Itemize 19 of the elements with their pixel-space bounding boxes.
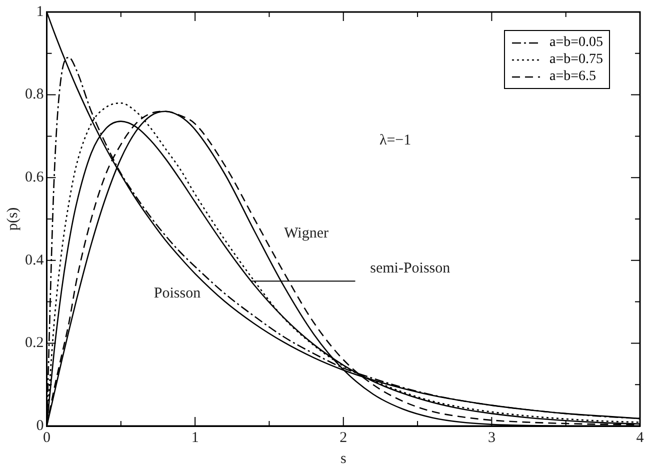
y-tick-label: 0.2 — [25, 335, 44, 352]
annotation: Wigner — [284, 225, 328, 242]
x-tick-label: 1 — [191, 430, 199, 446]
legend-label: a=b=0.75 — [549, 51, 603, 68]
annotation: Poisson — [154, 285, 202, 302]
x-tick-label: 3 — [488, 430, 496, 446]
legend-label: a=b=0.05 — [549, 34, 603, 51]
y-tick-label: 1 — [36, 4, 44, 20]
annotation: λ=−1 — [379, 132, 412, 148]
annotation: semi-Poisson — [370, 260, 451, 277]
y-tick-label: 0.8 — [25, 86, 44, 103]
x-tick-label: 4 — [636, 430, 644, 446]
x-tick-label: 2 — [340, 430, 348, 446]
legend-label: a=b=6.5 — [549, 68, 596, 85]
x-axis-title: s — [340, 450, 346, 467]
y-axis-title: p(s) — [4, 207, 21, 231]
y-tick-label: 0.4 — [25, 252, 44, 268]
y-tick-label: 0.6 — [25, 170, 44, 186]
y-tick-label: 0 — [36, 418, 44, 434]
